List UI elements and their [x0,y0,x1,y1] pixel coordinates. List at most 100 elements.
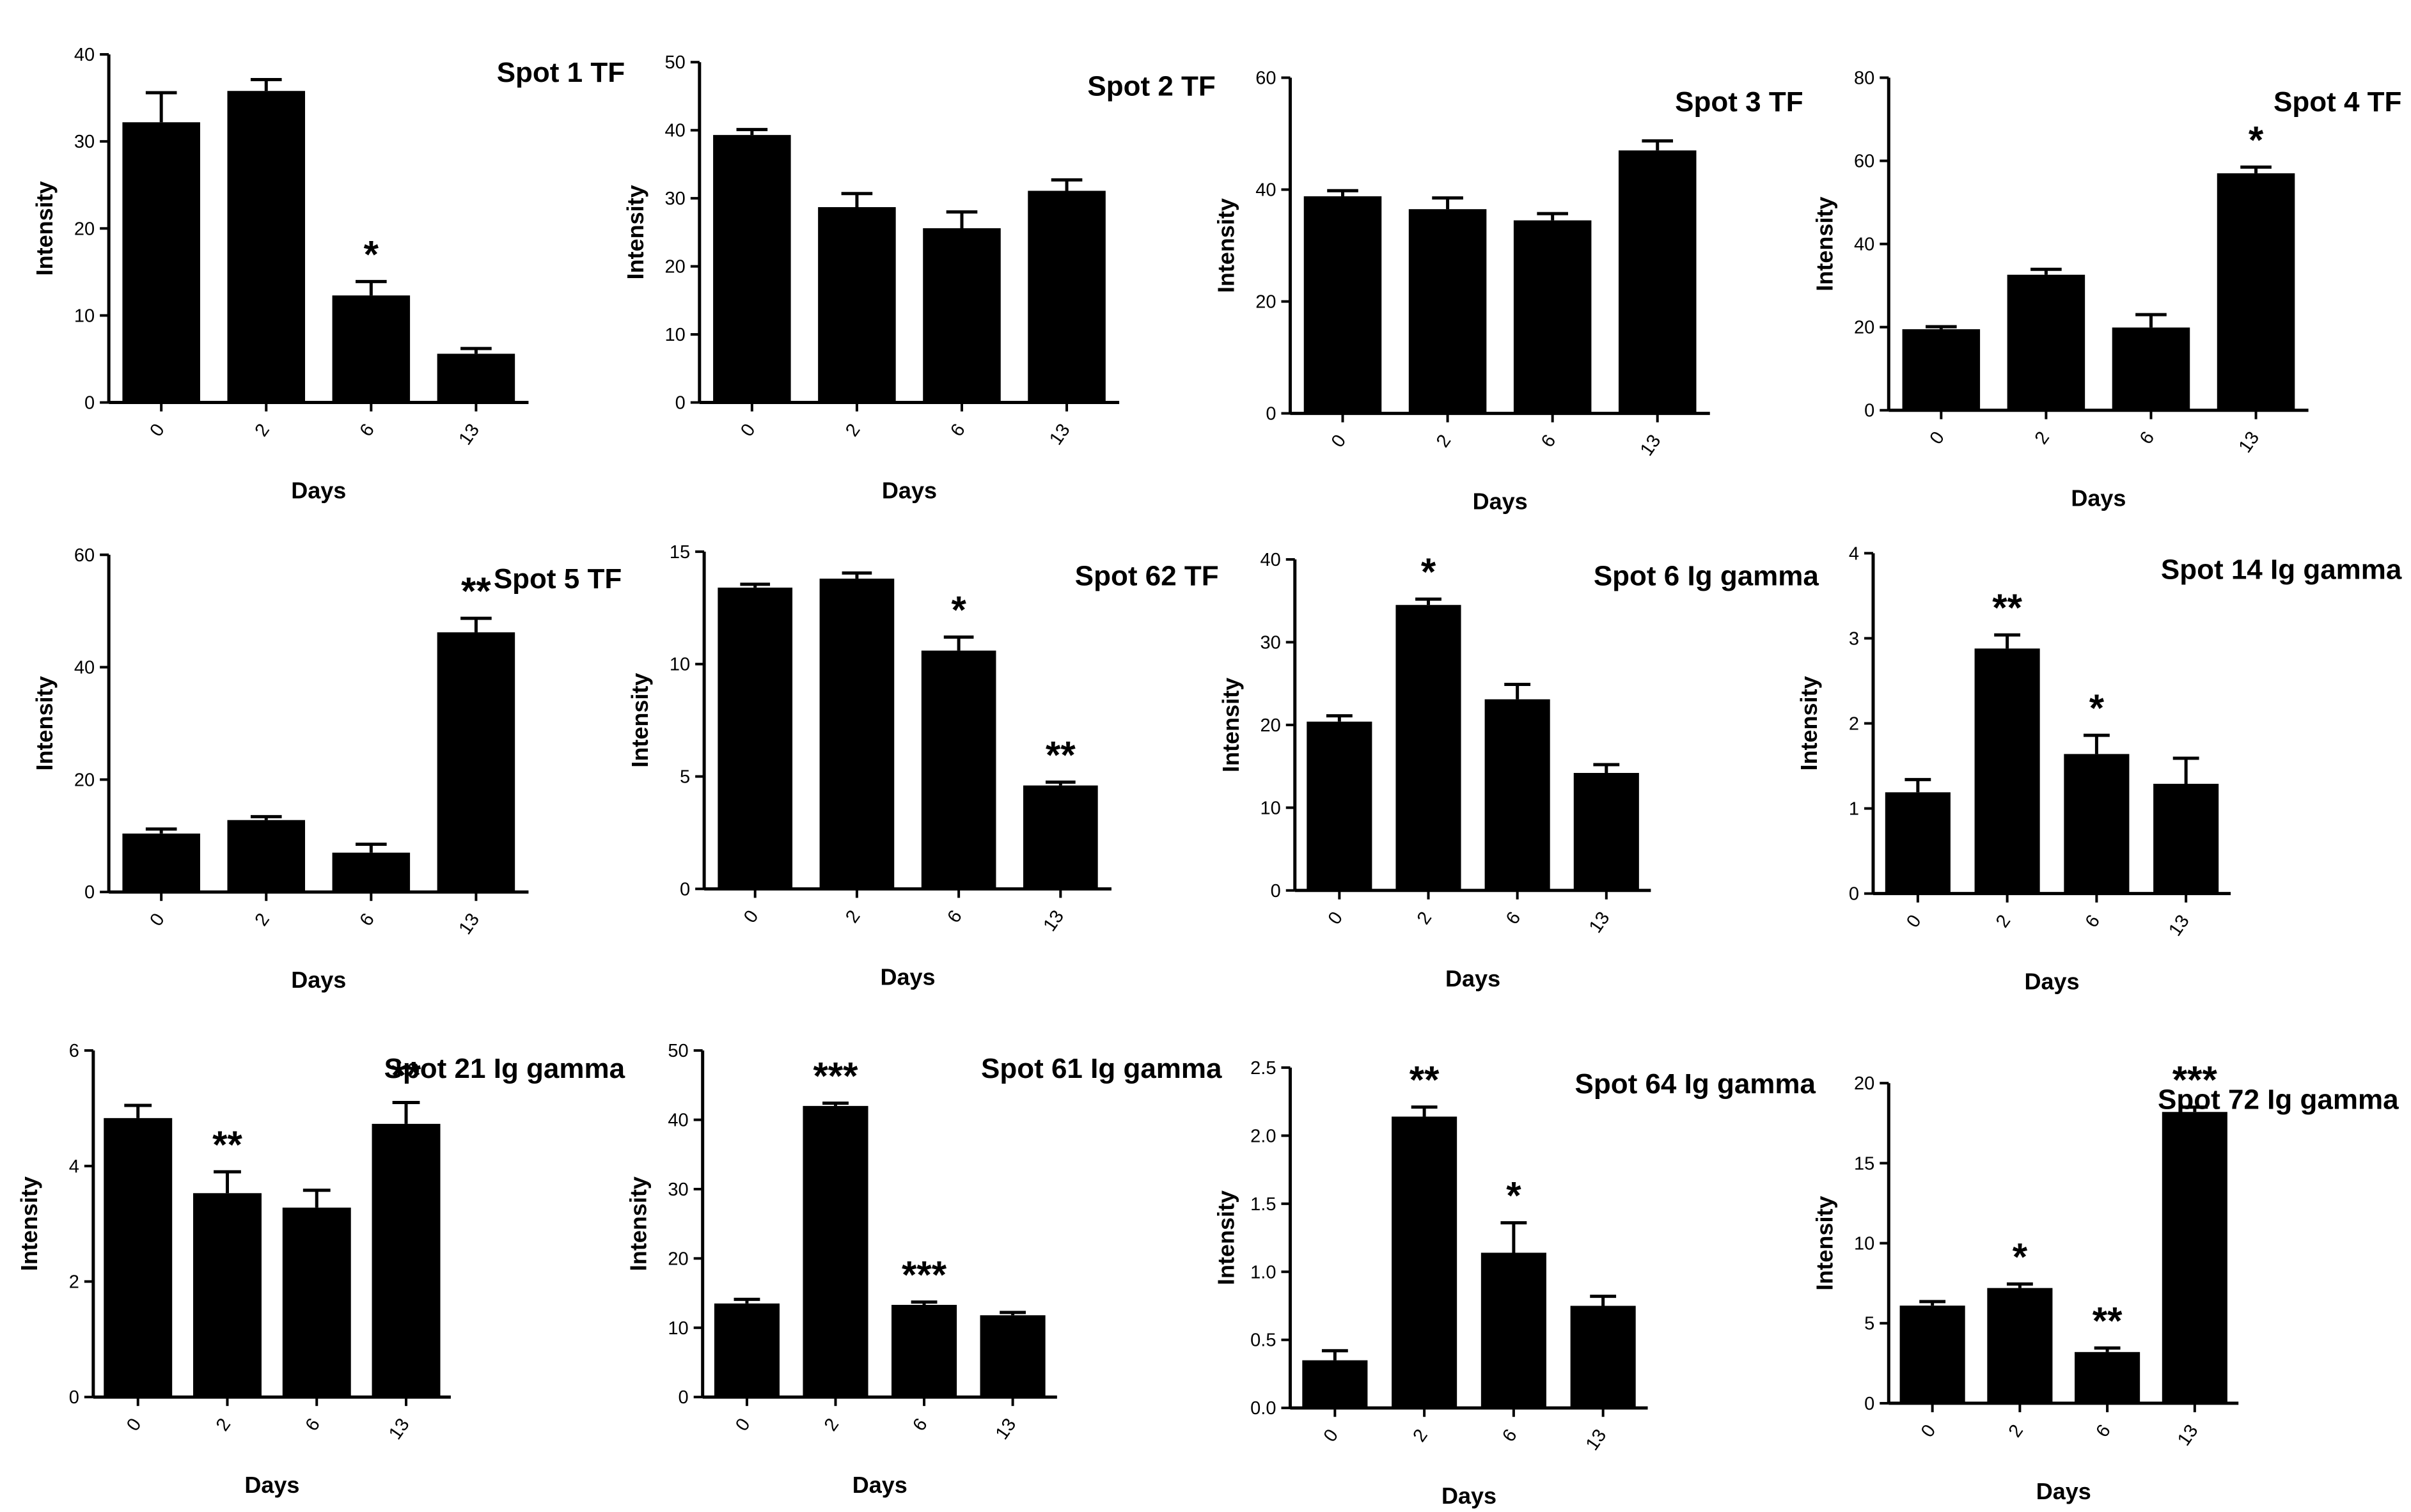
y-tick-label: 20 [665,257,686,277]
bar-day-6 [282,1207,351,1398]
y-axis-title: Intensity [627,673,653,768]
bar-day-6 [2112,327,2190,410]
bar-day-13 [1570,1305,1636,1408]
x-axis-title: Days [852,1472,907,1498]
error-bar-day-13 [1046,780,1076,786]
y-tick-label: 40 [1260,550,1280,570]
y-tick-label: 20 [668,1249,688,1269]
error-bar-day-6 [911,1300,938,1305]
error-bar-day-6 [302,1189,331,1208]
y-tick-label: 4 [69,1157,79,1177]
bar-day-0 [104,1118,173,1398]
x-axis-title: Days [1445,965,1500,992]
y-tick-label: 50 [668,1041,688,1061]
y-tick-label: 10 [668,1318,688,1339]
error-bar-day-0 [1926,325,1957,329]
bar-day-6 [1513,220,1592,414]
y-axis-title: Intensity [1213,198,1239,293]
y-tick-label: 15 [670,542,690,563]
y-tick-label: 30 [1260,632,1280,653]
y-tick-label: 60 [1255,68,1276,89]
error-bar-day-13 [1642,139,1674,151]
significance-day-2: ** [1410,1059,1440,1102]
bar-day-0 [1303,196,1382,414]
significance-day-6: * [1506,1174,1521,1217]
y-tick-label: 0 [680,879,690,900]
y-tick-label: 2 [69,1272,79,1293]
x-tick-label: 6 [1502,908,1525,928]
panel-title: Spot 21 Ig gamma [384,1053,625,1084]
x-tick-label: 2 [1409,1426,1431,1446]
panel-spot-64-ig-gamma: ***0.00.51.01.52.02.50 2 6 13DaysIntensityS… [1213,1058,1816,1509]
error-bar-day-2 [250,78,282,91]
y-tick-label: 0.5 [1250,1330,1276,1351]
error-bar-day-13 [460,347,492,354]
bar-day-13 [1618,150,1697,414]
x-tick-label: 0 [1903,911,1925,931]
panel-spot-21-ig-gamma: ** ** 0 2 4 6 0 2 6 13 Days Intensity Spot 21 Ig gam… [16,1041,625,1498]
x-tick-label: 0 [740,907,762,927]
significance-day-13: ** [1046,733,1076,776]
x-tick-label: 2 [842,907,864,927]
x-axis-title: Days [2071,485,2126,511]
y-tick-label: 6 [69,1041,79,1061]
bar-day-2 [1974,648,2040,894]
error-bar-day-13 [460,616,492,633]
y-tick-label: 20 [74,219,95,239]
bar-day-6 [2064,754,2130,894]
bar-day-13 [2217,173,2295,410]
x-tick-label: 2 [842,420,864,440]
error-bar-day-0 [145,827,177,834]
y-tick-label: 2 [1849,713,1859,734]
bar-day-2 [1987,1288,2053,1403]
significance-day-13: *** [2172,1059,2218,1102]
bar-day-6 [891,1305,957,1398]
bar-day-2 [818,207,896,403]
bar-day-13 [1573,772,1639,891]
y-tick-label: 1.5 [1250,1194,1276,1215]
x-tick-label: 0 [123,1415,145,1435]
x-tick-label: 0 [732,1415,754,1435]
y-tick-label: 1 [1849,799,1859,820]
y-tick-label: 5 [680,767,690,788]
panel-spot-6-ig-gamma: * 0 10 20 30 40 0 2 6 13 Days Intensity Spot 6 Ig ga… [1218,550,1819,992]
significance-day-6: *** [902,1254,947,1297]
y-tick-label: 60 [1854,152,1874,172]
y-tick-label: 2.0 [1250,1126,1276,1146]
error-bar-day-2 [1411,1105,1438,1117]
error-bar-day-6 [356,842,387,853]
y-tick-label: 20 [1854,1073,1874,1094]
y-tick-label: 20 [1255,292,1276,313]
x-tick-label: 6 [2136,428,2158,448]
x-axis-title: Days [244,1472,299,1498]
error-bar-day-6 [356,279,387,296]
y-tick-label: 60 [74,545,95,566]
y-tick-label: 4 [1849,543,1859,564]
x-tick-label: 2 [2031,428,2054,448]
x-tick-label: 13 [455,910,483,939]
error-bar-day-6 [2094,1346,2121,1352]
x-tick-label: 0 [146,420,168,440]
y-axis-title: Intensity [1811,197,1837,292]
panel-title: Spot 6 Ig gamma [1594,560,1819,591]
y-tick-label: 30 [665,189,686,209]
y-tick-label: 20 [74,770,95,790]
bar-day-0 [714,1303,780,1398]
x-axis-title: Days [2036,1478,2091,1504]
bar-day-6 [1484,699,1550,891]
error-bar-day-0 [734,1297,760,1304]
error-bar-day-2 [214,1170,241,1194]
y-tick-label: 30 [74,132,95,152]
bar-day-2 [227,820,306,892]
significance-day-13: ** [391,1054,421,1096]
y-tick-label: 0 [69,1387,79,1408]
y-tick-label: 40 [668,1111,688,1131]
significance-day-13: * [2249,118,2264,161]
y-tick-label: 10 [1260,798,1280,818]
bar-day-2 [1395,605,1461,891]
y-tick-label: 0 [1864,401,1874,421]
error-bar-day-2 [2006,1282,2033,1288]
x-tick-label: 6 [1537,431,1560,451]
y-tick-label: 0 [679,1387,689,1408]
